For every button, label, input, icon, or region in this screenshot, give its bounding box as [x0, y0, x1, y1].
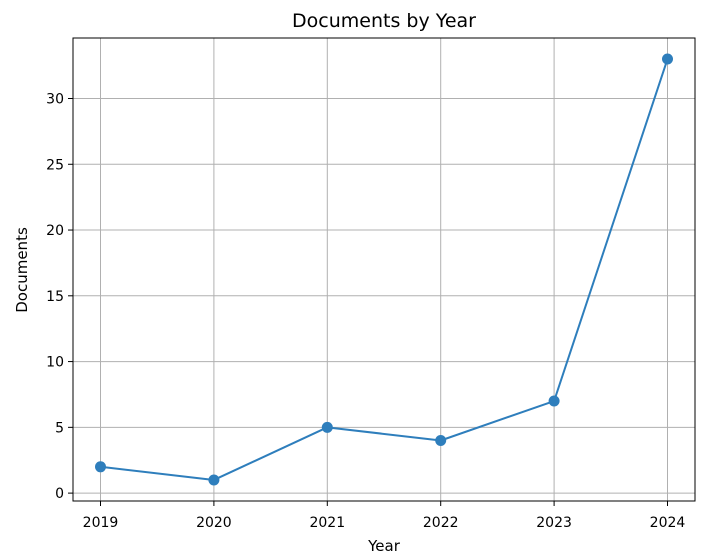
- y-tick-label: 10: [46, 355, 64, 371]
- data-point-2019: [95, 461, 106, 473]
- axis-ticks: 2019 2020 2021 2022 2023 2024 0 5 10 15 20 25 30: [46, 92, 685, 531]
- x-tick-label: 2022: [423, 515, 459, 531]
- data-point-2023: [548, 395, 560, 407]
- y-tick-label: 30: [46, 92, 64, 108]
- y-tick-label: 25: [46, 157, 64, 173]
- data-point-2020: [208, 474, 220, 486]
- series-line: [100, 58, 669, 481]
- y-axis-label: Documents: [13, 227, 31, 313]
- y-tick-label: 15: [46, 289, 64, 305]
- y-tick-label: 5: [55, 420, 64, 436]
- data-point-2021: [321, 421, 333, 433]
- grid-lines: [73, 38, 695, 501]
- x-tick-label: 2021: [309, 515, 345, 531]
- x-tick-label: 2019: [83, 515, 119, 531]
- y-tick-label: 20: [46, 223, 64, 239]
- x-tick-label: 2020: [196, 515, 232, 531]
- x-tick-label: 2024: [650, 515, 686, 531]
- series-layer: [95, 53, 673, 486]
- plot-area-frame: [72, 37, 696, 502]
- y-tick-label: 0: [55, 486, 64, 502]
- chart-title: Documents by Year: [292, 10, 476, 32]
- x-tick-label: 2023: [536, 515, 572, 531]
- data-point-2024: [662, 53, 673, 65]
- x-axis-label: Year: [367, 537, 401, 555]
- data-point-2022: [435, 434, 447, 446]
